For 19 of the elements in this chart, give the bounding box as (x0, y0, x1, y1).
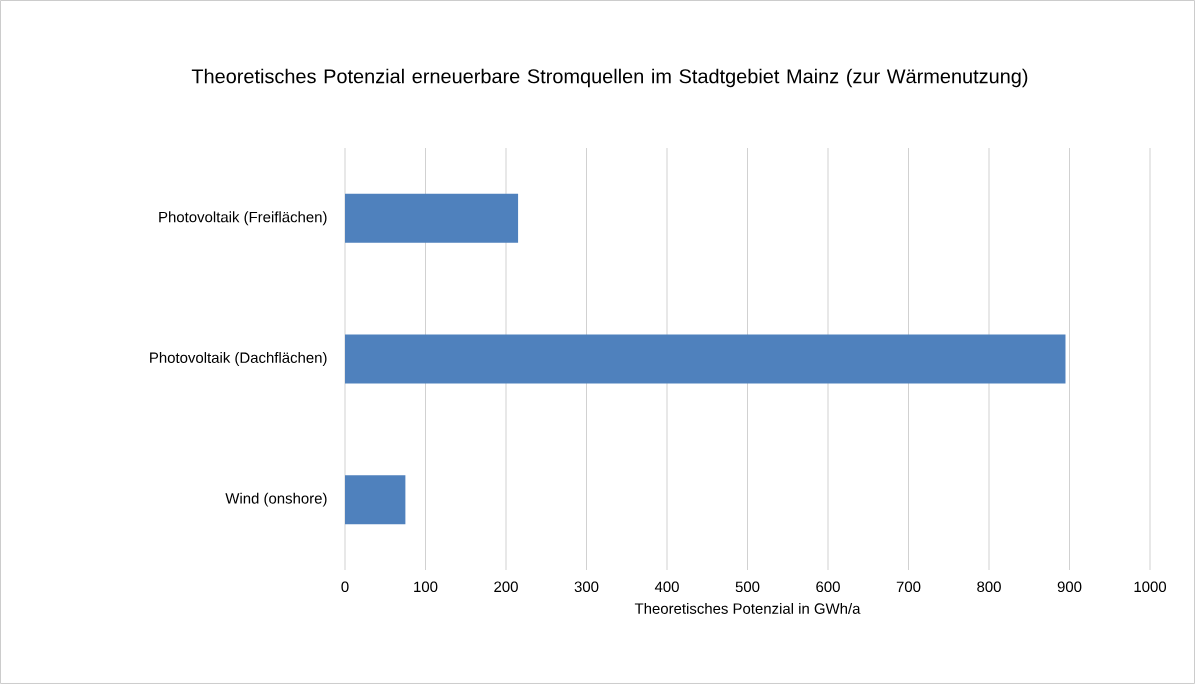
y-tick-label: Wind (onshore) (225, 492, 327, 507)
x-axis-title: Theoretisches Potenzial in GWh/a (634, 602, 861, 614)
x-tick-label: 400 (654, 581, 679, 593)
x-tick-label: 800 (977, 581, 1001, 593)
x-tick-label: 100 (414, 581, 438, 593)
chart-title: Theoretisches Potenzial erneuerbare Stromquellen im Stadtgebiet Mainz (zur Wärmenutzung) (191, 68, 1028, 88)
x-tick-label: 500 (735, 581, 760, 593)
y-tick-label: Photovoltaik (Dachflächen) (150, 352, 327, 366)
y-tick-label: Photovoltaik (Freiflächen) (159, 211, 327, 226)
bar (345, 193, 519, 243)
bar (345, 334, 1066, 384)
bar (345, 475, 406, 525)
x-tick-label: 900 (1057, 581, 1082, 593)
x-tick-label: 200 (494, 581, 518, 593)
x-tick-label: 300 (574, 581, 599, 593)
x-tick-label: 1000 (1134, 581, 1167, 593)
x-tick-label: 700 (896, 581, 921, 593)
x-tick-label: 600 (816, 581, 840, 593)
x-tick-label: 0 (341, 581, 349, 593)
